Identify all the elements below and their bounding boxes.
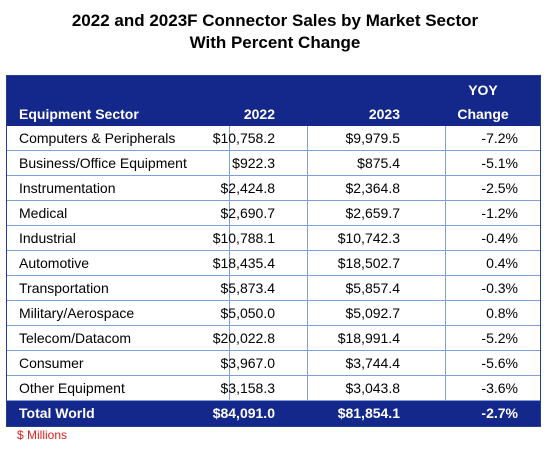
row-value-2023: $5,857.4 — [345, 280, 401, 296]
row-value-2022: $922.3 — [232, 155, 275, 171]
column-divider — [229, 126, 230, 401]
row-value-2023: $10,742.3 — [337, 230, 400, 246]
row-sector: Instrumentation — [19, 180, 116, 196]
row-value-2023: $18,991.4 — [337, 330, 400, 346]
row-sector: Consumer — [19, 355, 84, 371]
row-value-2023: $3,744.4 — [345, 355, 401, 371]
column-divider — [445, 126, 446, 401]
row-value-2022: $2,424.8 — [220, 180, 276, 196]
row-value-2022: $10,788.1 — [212, 230, 275, 246]
row-sector: Automotive — [19, 255, 90, 271]
row-yoy-change: -0.4% — [481, 230, 518, 246]
row-sector: Industrial — [19, 230, 76, 246]
table-row: Automotive $18,435.4 $18,502.7 0.4% — [7, 251, 540, 276]
row-yoy-change: 0.4% — [486, 255, 518, 271]
chart-title: 2022 and 2023F Connector Sales by Market… — [0, 10, 550, 54]
row-value-2023: $9,979.5 — [345, 130, 401, 146]
row-value-2023: $875.4 — [357, 155, 400, 171]
row-yoy-change: -5.1% — [481, 155, 518, 171]
header-yoy-line-1: YOY — [468, 82, 498, 98]
header-2023: 2023 — [368, 106, 400, 122]
row-value-2022: $3,158.3 — [220, 380, 276, 396]
sales-table: Equipment Sector 2022 2023 YOY Change Co… — [6, 75, 541, 427]
table-row: Computers & Peripherals $10,758.2 $9,979.5… — [7, 126, 540, 151]
row-value-2023: $3,043.8 — [345, 380, 401, 396]
row-value-2022: $18,435.4 — [212, 255, 275, 271]
row-yoy-change: -2.5% — [481, 180, 518, 196]
units-footnote: $ Millions — [17, 428, 68, 442]
title-line-1: 2022 and 2023F Connector Sales by Market… — [71, 11, 479, 30]
row-yoy-change: -5.6% — [481, 355, 518, 371]
header-2022: 2022 — [243, 106, 275, 122]
row-value-2022: $2,690.7 — [220, 205, 276, 221]
row-value-2022: $10,758.2 — [212, 130, 275, 146]
row-value-2023: $5,092.7 — [345, 305, 401, 321]
row-yoy-change: -3.6% — [481, 380, 518, 396]
row-sector: Transportation — [19, 280, 109, 296]
row-value-2022: $20,022.8 — [212, 330, 275, 346]
table-row: Industrial $10,788.1 $10,742.3 -0.4% — [7, 226, 540, 251]
row-value-2022: $5,873.4 — [220, 280, 276, 296]
table-row: Instrumentation $2,424.8 $2,364.8 -2.5% — [7, 176, 540, 201]
row-yoy-change: -1.2% — [481, 205, 518, 221]
total-yoy: -2.7% — [481, 405, 518, 421]
table-row: Telecom/Datacom $20,022.8 $18,991.4 -5.2% — [7, 326, 540, 351]
row-yoy-change: -5.2% — [481, 330, 518, 346]
table-row: Other Equipment $3,158.3 $3,043.8 -3.6% — [7, 376, 540, 401]
row-yoy-change: -7.2% — [481, 130, 518, 146]
row-value-2022: $5,050.0 — [220, 305, 276, 321]
row-value-2023: $18,502.7 — [337, 255, 400, 271]
row-sector: Telecom/Datacom — [19, 330, 132, 346]
total-sector: Total World — [19, 405, 95, 421]
row-value-2023: $2,659.7 — [345, 205, 401, 221]
table-body: Computers & Peripherals $10,758.2 $9,979.5… — [7, 126, 540, 401]
row-sector: Medical — [19, 205, 68, 221]
header-yoy-line-2: Change — [457, 106, 509, 122]
table-row: Business/Office Equipment $922.3 $875.4 -5.… — [7, 151, 540, 176]
column-divider — [307, 126, 308, 401]
table-row: Transportation $5,873.4 $5,857.4 -0.3% — [7, 276, 540, 301]
row-sector: Other Equipment — [19, 380, 125, 396]
title-line-2: With Percent Change — [189, 33, 361, 52]
table-row: Consumer $3,967.0 $3,744.4 -5.6% — [7, 351, 540, 376]
row-sector: Computers & Peripherals — [19, 130, 176, 146]
table-header: Equipment Sector 2022 2023 YOY Change — [7, 76, 540, 126]
row-sector: Business/Office Equipment — [19, 155, 187, 171]
row-value-2022: $3,967.0 — [220, 355, 276, 371]
table-row: Military/Aerospace $5,050.0 $5,092.7 0.8% — [7, 301, 540, 326]
row-value-2023: $2,364.8 — [345, 180, 401, 196]
total-2022: $84,091.0 — [212, 405, 275, 421]
row-yoy-change: -0.3% — [481, 280, 518, 296]
total-2023: $81,854.1 — [337, 405, 400, 421]
row-yoy-change: 0.8% — [486, 305, 518, 321]
row-sector: Military/Aerospace — [19, 305, 135, 321]
total-row: Total World $84,091.0 $81,854.1 -2.7% — [7, 401, 540, 426]
table-row: Medical $2,690.7 $2,659.7 -1.2% — [7, 201, 540, 226]
header-sector: Equipment Sector — [19, 106, 139, 122]
